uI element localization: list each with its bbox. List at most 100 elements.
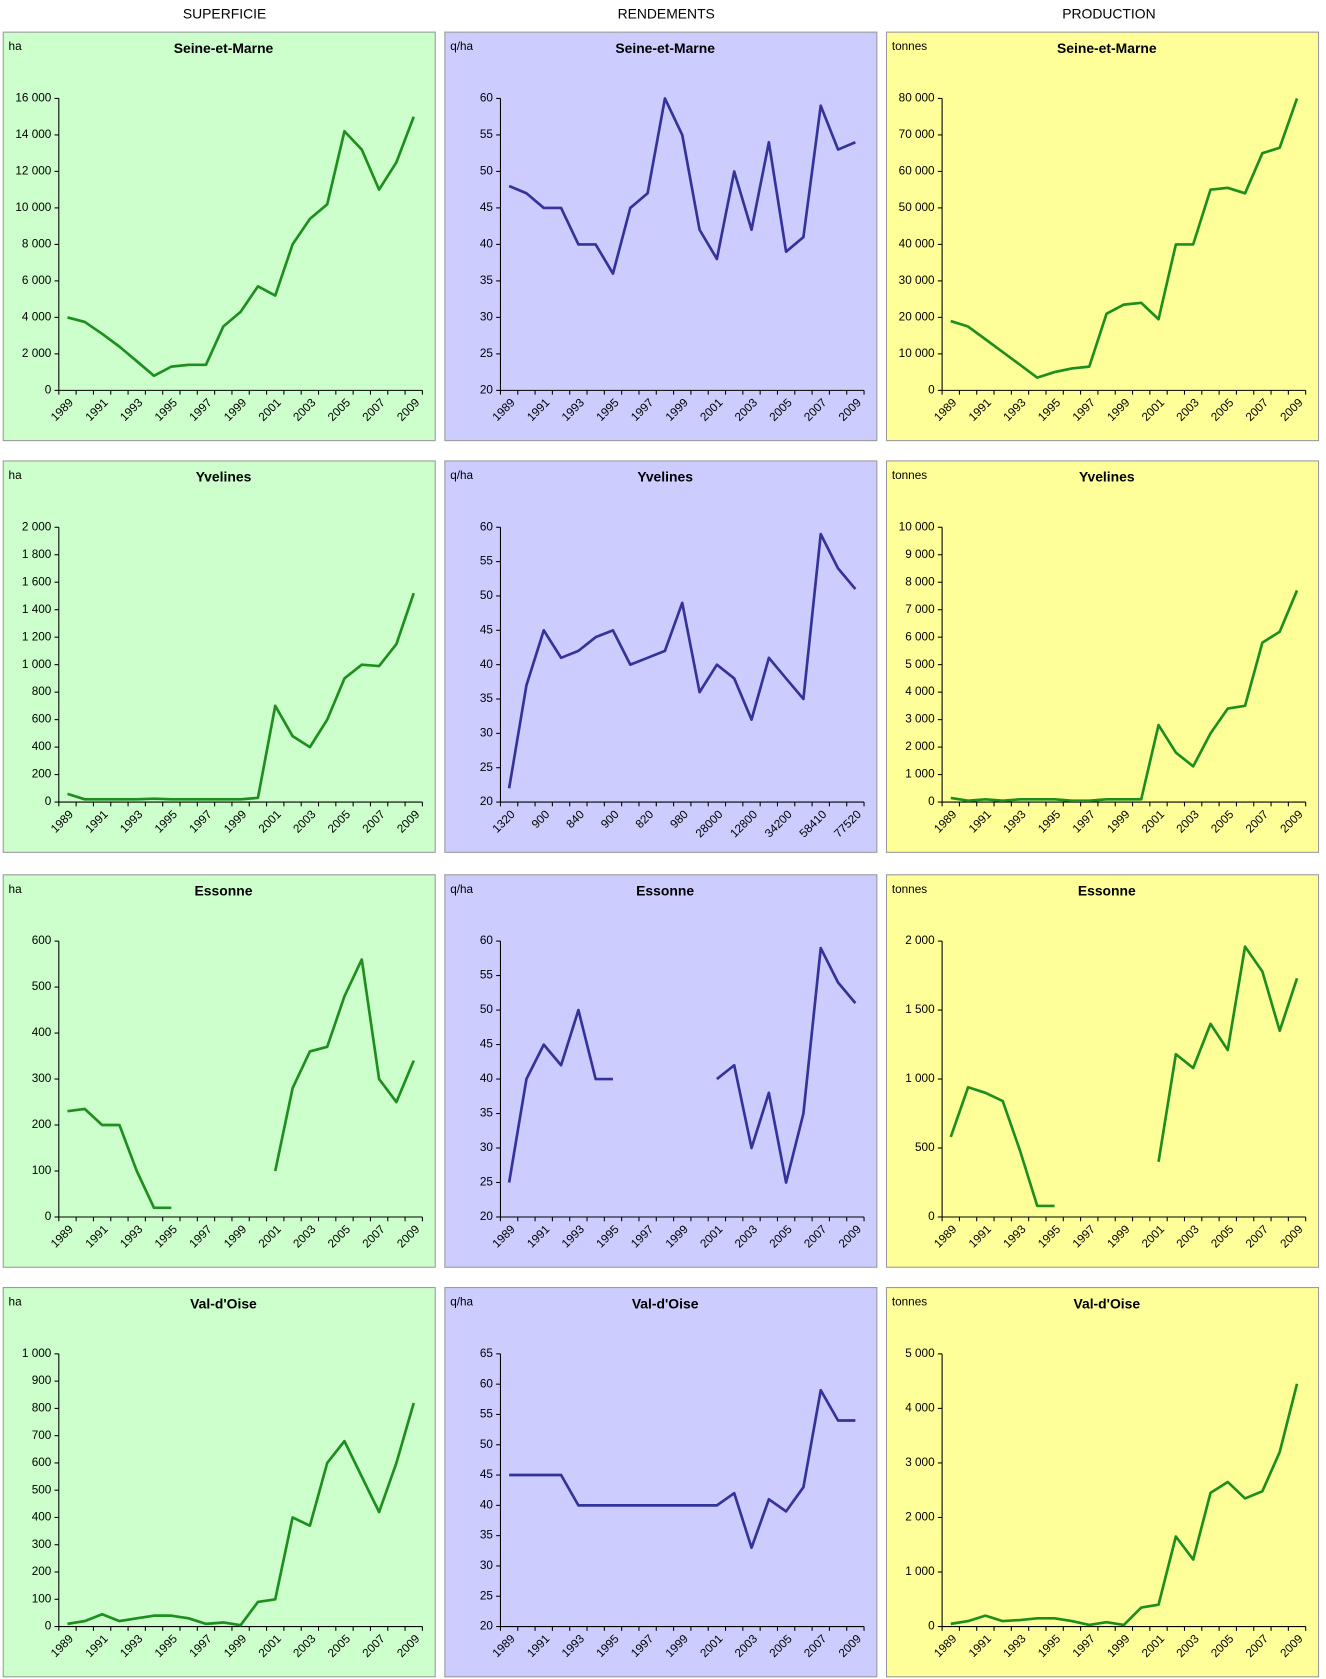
chart-title: Seine-et-Marne xyxy=(1057,40,1157,56)
y-tick-label: 400 xyxy=(32,740,52,753)
y-tick-label: 80 000 xyxy=(899,92,935,105)
chart-title: Essonne xyxy=(195,883,253,899)
panel-background xyxy=(885,31,1320,442)
y-tick-label: 45 xyxy=(480,623,494,636)
y-tick-label: 4 000 xyxy=(905,685,935,698)
y-tick-label: 30 000 xyxy=(899,274,935,287)
y-tick-label: 20 000 xyxy=(899,310,935,323)
y-tick-label: 0 xyxy=(45,383,52,396)
y-tick-label: 6 000 xyxy=(22,274,52,287)
y-tick-label: 1 500 xyxy=(905,1003,935,1016)
y-tick-label: 6 000 xyxy=(905,630,935,643)
y-tick-label: 8 000 xyxy=(905,575,935,588)
y-tick-label: 50 xyxy=(480,1438,494,1451)
data-line xyxy=(507,532,857,789)
y-tick-label: 1 200 xyxy=(22,630,52,643)
y-tick-label: 50 xyxy=(480,165,494,178)
y-tick-label: 60 xyxy=(480,520,494,533)
y-tick-label: 45 xyxy=(480,201,494,214)
y-tick-label: 30 xyxy=(480,726,494,739)
axis-unit: tonnes xyxy=(892,469,927,482)
chart-title: Yvelines xyxy=(637,469,693,485)
axis-unit: ha xyxy=(9,469,23,482)
y-tick-label: 16 000 xyxy=(15,92,51,105)
y-tick-label: 20 xyxy=(480,383,494,396)
y-tick-label: 500 xyxy=(32,1483,52,1496)
axis-unit: tonnes xyxy=(892,883,927,896)
data-line xyxy=(950,589,1299,803)
y-tick-label: 800 xyxy=(32,1402,52,1415)
y-tick-label: 1 400 xyxy=(22,603,52,616)
y-tick-label: 50 xyxy=(480,1003,494,1016)
y-tick-label: 4 000 xyxy=(22,310,52,323)
panel-background xyxy=(444,460,878,853)
y-tick-label: 4 000 xyxy=(905,1402,935,1415)
panel-background xyxy=(885,460,1320,853)
axis-unit: q/ha xyxy=(450,1296,473,1309)
y-tick-label: 60 000 xyxy=(899,165,935,178)
y-tick-label: 0 xyxy=(45,1620,52,1633)
data-line xyxy=(67,592,415,801)
y-tick-label: 0 xyxy=(928,1620,935,1633)
y-tick-label: 60 xyxy=(480,1377,494,1390)
y-tick-label: 45 xyxy=(480,1468,494,1481)
y-tick-label: 35 xyxy=(480,1529,494,1542)
y-tick-label: 200 xyxy=(32,768,52,781)
y-tick-label: 800 xyxy=(32,685,52,698)
y-tick-label: 0 xyxy=(928,383,935,396)
y-tick-label: 10 000 xyxy=(15,201,51,214)
y-tick-label: 200 xyxy=(32,1118,52,1131)
data-line xyxy=(949,945,1299,1208)
y-tick-label: 12 000 xyxy=(15,165,51,178)
y-tick-label: 40 000 xyxy=(899,238,935,251)
y-tick-label: 7 000 xyxy=(905,603,935,616)
y-tick-label: 25 xyxy=(480,347,494,360)
y-tick-label: 2 000 xyxy=(905,1511,935,1524)
y-tick-label: 600 xyxy=(32,713,52,726)
y-tick-label: 400 xyxy=(32,1026,52,1039)
y-tick-label: 100 xyxy=(32,1592,52,1605)
y-tick-label: 2 000 xyxy=(22,347,52,360)
panel-background xyxy=(444,874,878,1268)
chart-title: Essonne xyxy=(1078,883,1136,899)
chart-title: Yvelines xyxy=(1079,469,1135,485)
y-tick-label: 35 xyxy=(480,692,494,705)
y-tick-label: 1 000 xyxy=(22,1347,52,1360)
y-tick-label: 600 xyxy=(32,1456,52,1469)
column-title: RENDEMENTS xyxy=(618,6,715,22)
y-tick-label: 55 xyxy=(480,969,494,982)
y-tick-label: 600 xyxy=(32,934,52,947)
data-line xyxy=(950,1383,1299,1627)
y-tick-label: 55 xyxy=(480,1408,494,1421)
axis-unit: ha xyxy=(9,40,23,53)
axis-unit: q/ha xyxy=(450,883,473,896)
axis-unit: ha xyxy=(9,883,23,896)
y-tick-label: 20 xyxy=(480,1620,494,1633)
y-tick-label: 40 xyxy=(480,1498,494,1511)
data-line xyxy=(67,116,415,378)
data-line xyxy=(508,97,856,275)
y-tick-label: 0 xyxy=(928,1210,935,1223)
axis-unit: tonnes xyxy=(892,1296,927,1309)
data-line xyxy=(507,946,857,1184)
y-tick-label: 25 xyxy=(480,1176,494,1189)
axis-unit: ha xyxy=(9,1296,23,1309)
y-tick-label: 40 xyxy=(480,658,494,671)
y-tick-label: 5 000 xyxy=(905,658,935,671)
chart-panel: ha Val-d'Oise 0 100 200 300 400 500 600 700 800 900… xyxy=(2,1287,436,1678)
data-line xyxy=(67,1402,416,1627)
y-tick-label: 400 xyxy=(32,1511,52,1524)
y-tick-label: 55 xyxy=(480,555,494,568)
y-tick-label: 50 xyxy=(480,589,494,602)
chart-panel: ha Seine-et-Marne 0 2 000 4 000 6 000 8 000 10 … xyxy=(2,31,436,442)
y-tick-label: 70 000 xyxy=(899,128,935,141)
y-tick-label: 0 xyxy=(928,795,935,808)
y-tick-label: 5 000 xyxy=(905,1347,935,1360)
chart-title: Yvelines xyxy=(196,469,252,485)
y-tick-label: 300 xyxy=(32,1072,52,1085)
panel-background xyxy=(444,1287,878,1678)
